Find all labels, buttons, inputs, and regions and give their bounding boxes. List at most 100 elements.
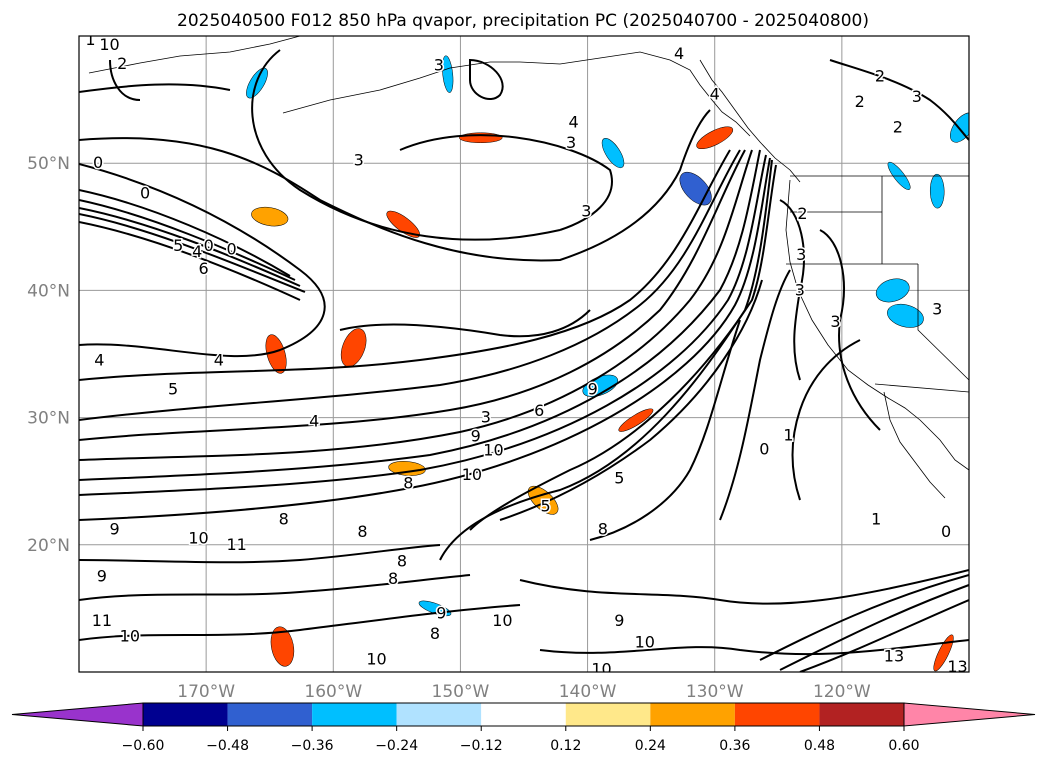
contour-line (79, 221, 301, 301)
colorbar-tick-label: −0.36 (291, 738, 334, 754)
contour-label: 6 (534, 401, 544, 420)
contour-label: 9 (614, 611, 624, 630)
precip-patch (601, 138, 625, 169)
contour-line (79, 154, 767, 496)
contour-label: 10 (366, 649, 386, 668)
precip-patch (618, 408, 654, 432)
contour-line (79, 149, 746, 441)
contour-label: 2 (893, 118, 903, 137)
contour-label: 9 (436, 603, 446, 622)
contour-label: 10 (99, 35, 119, 54)
contour-label: 10 (483, 441, 503, 460)
contour-label: 8 (397, 551, 407, 570)
contour-label: 9 (588, 380, 598, 399)
contour-line (399, 134, 613, 231)
contour-label: 0 (226, 240, 236, 259)
precip-patch (388, 461, 426, 476)
contour-line (499, 279, 763, 521)
contour-label: 13 (884, 647, 904, 666)
contour-label: 5 (541, 497, 551, 516)
contour-label: 2 (797, 204, 807, 223)
contour-line (779, 584, 969, 671)
contour-line (829, 59, 969, 141)
contour-label: 0 (204, 236, 214, 255)
contour-label: 8 (279, 509, 289, 528)
contour-label: 3 (581, 202, 591, 221)
precip-patch (442, 55, 454, 93)
contour-label: 3 (830, 312, 840, 331)
colorbar-segment (227, 703, 313, 726)
colorbar-segment (481, 703, 566, 726)
contour-label: 2 (117, 54, 127, 73)
contour-label: 3 (354, 151, 364, 170)
contour-label: 4 (214, 350, 224, 369)
state-border-ca-nv (917, 264, 969, 381)
contour-line (79, 149, 731, 381)
contour-line (439, 159, 773, 561)
colorbar-frame (142, 702, 905, 727)
precip-patch (929, 173, 945, 209)
contour-line (539, 639, 969, 656)
contour-label: 1 (871, 509, 881, 528)
chart-title: 2025040500 F012 850 hPa qvapor, precipit… (177, 11, 869, 31)
map-frame (78, 35, 970, 673)
contour-label: 4 (192, 242, 202, 261)
contour-label: 4 (674, 44, 684, 63)
precip-patch (270, 626, 295, 667)
contour-line (799, 599, 969, 672)
lon-tick-label: 130°W (686, 682, 744, 702)
contour-label: 4 (309, 411, 319, 430)
colorbar-segment (143, 703, 228, 726)
contour-line (791, 339, 861, 501)
contour-label: 8 (430, 624, 440, 643)
colorbar-tick-label: −0.48 (206, 738, 249, 754)
contour-line (79, 149, 761, 481)
colorbar-tick-label: 0.60 (888, 738, 919, 754)
colorbar-segment (819, 703, 904, 726)
colorbar-segment (396, 703, 482, 726)
contour-label: 8 (403, 474, 413, 493)
colorbar-segment (650, 703, 735, 726)
bc-coast (699, 59, 801, 183)
coastline-layer (88, 36, 969, 499)
contour-label: 8 (357, 522, 367, 541)
contour-label: 3 (795, 280, 805, 299)
contour-line (779, 199, 805, 381)
contour-label: 9 (110, 520, 120, 539)
contour-label: 5 (168, 380, 178, 399)
precip-patch (887, 303, 924, 328)
colorbar-extend-low (11, 702, 144, 727)
contour-label: 3 (566, 133, 576, 152)
alaska-coast (282, 51, 751, 137)
longitude-tick-labels: 170°W 160°W 150°W 140°W 130°W 120°W (177, 682, 871, 702)
lat-tick-label: 40°N (27, 281, 70, 301)
contour-line (589, 319, 741, 541)
contour-label: 10 (462, 465, 482, 484)
contour-label: 8 (598, 520, 608, 539)
contour-label: 9 (471, 427, 481, 446)
colorbar-segment (565, 703, 651, 726)
contour-line (519, 569, 969, 605)
colorbar-extend-high (903, 702, 1036, 727)
lon-tick-label: 120°W (813, 682, 871, 702)
latitude-tick-labels: 20°N 30°N 40°N 50°N (27, 154, 70, 556)
precip-patch (265, 334, 287, 374)
lat-tick-label: 50°N (27, 154, 70, 174)
contour-label: 3 (796, 245, 806, 264)
colorbar: −0.60 −0.48 −0.36 −0.24 −0.12 0.12 0.24 0.36 0.4… (11, 702, 1036, 754)
colorbar-tick-label: 0.12 (550, 738, 581, 754)
contour-label: 4 (94, 350, 104, 369)
contour-label: 3 (434, 55, 444, 74)
contour-label: 10 (492, 611, 512, 630)
contour-line (79, 83, 231, 93)
contour-line (79, 604, 521, 641)
contour-label: 5 (614, 469, 624, 488)
contour-label: 1 (85, 30, 95, 49)
contour-label: 10 (591, 659, 611, 678)
lon-tick-label: 150°W (432, 682, 490, 702)
contour-label: 3 (932, 299, 942, 318)
contour-line (79, 157, 771, 521)
precip-patch (251, 206, 289, 227)
